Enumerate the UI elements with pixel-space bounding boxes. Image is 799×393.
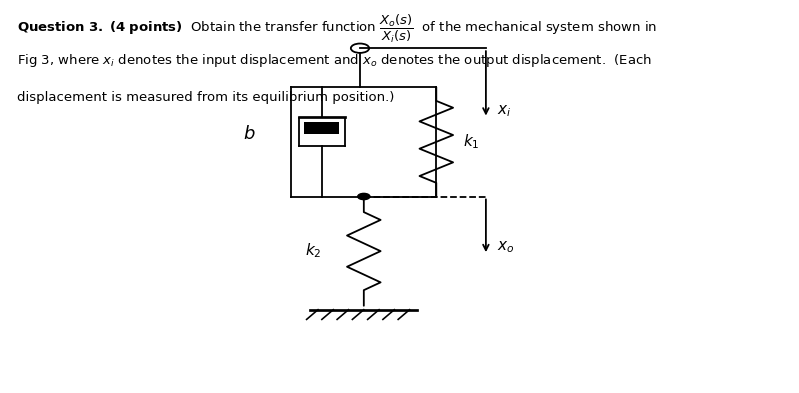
Text: $k_2$: $k_2$ xyxy=(305,242,322,261)
Text: $\bf{Question\ 3.}$ $\bf{(4\ points)}$  Obtain the transfer function $\dfrac{X_o: $\bf{Question\ 3.}$ $\bf{(4\ points)}$ O… xyxy=(17,13,657,46)
Text: $k_1$: $k_1$ xyxy=(463,132,479,151)
Circle shape xyxy=(358,193,370,200)
Text: Fig 3, where $x_i$ denotes the input displacement and $x_o$ denotes the output d: Fig 3, where $x_i$ denotes the input dis… xyxy=(17,52,652,69)
Text: $x_i$: $x_i$ xyxy=(497,103,511,119)
Bar xyxy=(304,122,340,134)
Text: $x_o$: $x_o$ xyxy=(497,239,515,255)
Text: displacement is measured from its equilibrium position.): displacement is measured from its equili… xyxy=(17,91,394,104)
Text: $b$: $b$ xyxy=(243,125,256,143)
